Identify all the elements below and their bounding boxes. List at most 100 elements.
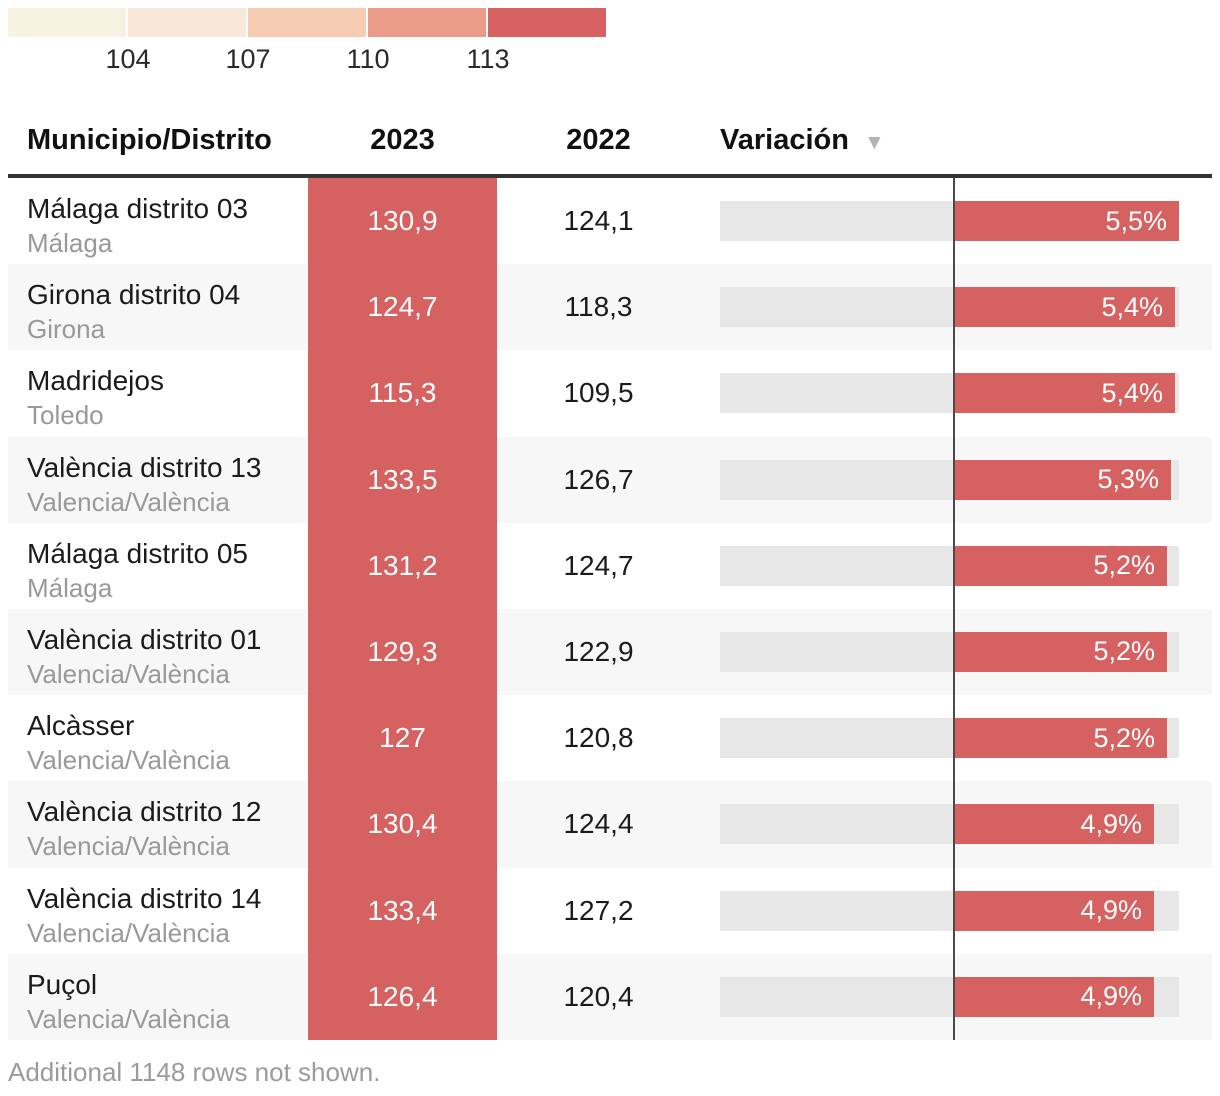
value-2023-cell: 129,3 [367,636,438,668]
value-2022-cell: 126,7 [563,463,634,495]
province-name: Valencia/València [27,745,230,776]
variation-value: 5,3% [1097,464,1159,495]
value-2023-cell: 126,4 [367,980,438,1012]
municipality-cell: València distrito 14 Valencia/València [8,868,308,954]
municipality-cell: Málaga distrito 03 Málaga [8,178,308,264]
value-2022-cell: 124,4 [563,808,634,840]
municipality-cell: València distrito 01 Valencia/València [8,609,308,695]
column-2023-red-band [308,178,497,1040]
color-scale-tick: 107 [225,44,271,74]
municipality-name: València distrito 13 [27,451,262,483]
color-scale-swatches [8,8,612,37]
color-swatch [8,8,126,37]
variation-cell: 4,9% [700,868,1212,954]
province-name: Valencia/València [27,917,230,948]
column-header-municipio[interactable]: Municipio/Distrito [27,123,272,156]
data-table: Municipio/Distrito 2023 2022 Variación ▼… [8,106,1212,1040]
variation-bar: 5,4% [955,373,1175,414]
bar-zero-baseline [953,178,955,1040]
variation-bar: 5,2% [955,718,1167,759]
municipality-cell: València distrito 13 Valencia/València [8,437,308,523]
value-2023-cell: 130,9 [367,205,438,237]
variation-bar: 5,2% [955,545,1167,586]
color-scale-tick: 110 [346,44,390,74]
table-row: Málaga distrito 05 Málaga 131,2 124,7 5,… [8,523,1212,609]
variation-cell: 5,2% [700,523,1212,609]
municipality-name: València distrito 12 [27,796,262,828]
province-name: Valencia/València [27,486,230,517]
province-name: Valencia/València [27,831,230,862]
table-row: València distrito 13 Valencia/València 1… [8,436,1212,523]
variation-cell: 4,9% [700,781,1212,867]
table-row: València distrito 12 Valencia/València 1… [8,781,1212,868]
province-name: Málaga [27,228,113,258]
variation-value: 5,5% [1105,205,1167,236]
variation-bar: 4,9% [955,976,1154,1017]
variation-value: 5,2% [1093,550,1155,581]
color-swatch [128,8,246,37]
municipality-name: Puçol [27,968,98,1000]
variation-cell: 5,4% [700,264,1212,350]
color-swatch [488,8,606,37]
municipality-name: Málaga distrito 03 [27,193,249,224]
value-2023-cell: 133,5 [367,463,438,495]
table-header-row: Municipio/Distrito 2023 2022 Variación ▼ [8,106,1212,178]
variation-value: 4,9% [1080,808,1142,839]
province-name: Girona [27,314,106,345]
variation-value: 4,9% [1080,981,1142,1012]
municipality-cell: Puçol Valencia/València [8,954,308,1040]
value-2023-cell: 127 [379,722,426,754]
value-2023-cell: 131,2 [367,549,438,581]
table-row: Puçol Valencia/València 126,4 120,4 4,9% [8,953,1212,1040]
table-body: Málaga distrito 03 Málaga 130,9 124,1 5,… [8,178,1212,1040]
value-2023-cell: 133,4 [367,894,438,926]
province-name: Valencia/València [27,1003,230,1034]
column-header-2022[interactable]: 2022 [566,123,631,156]
column-header-variacion-label: Variación [720,123,849,156]
variation-value: 5,4% [1101,377,1163,408]
variation-bar: 5,5% [955,201,1179,241]
color-scale-labels: 104 107 110 113 [8,37,612,74]
variation-bar: 5,4% [955,287,1175,328]
table-row: València distrito 14 Valencia/València 1… [8,868,1212,954]
value-2022-cell: 120,4 [563,980,634,1012]
color-swatch [368,8,486,37]
variation-cell: 5,3% [700,437,1212,523]
variation-bar: 4,9% [955,804,1154,845]
variation-value: 5,2% [1093,722,1155,753]
municipality-name: Alcàsser [27,710,135,742]
color-swatch [248,8,366,37]
municipality-cell: Girona distrito 04 Girona [8,264,308,350]
value-2022-cell: 118,3 [564,291,633,323]
province-name: Valencia/València [27,658,230,689]
variation-cell: 5,5% [700,178,1212,264]
municipality-name: València distrito 14 [27,882,262,914]
variation-cell: 5,4% [700,350,1212,436]
table-row: Alcàsser Valencia/València 127 120,8 5,2… [8,695,1212,781]
municipality-cell: Alcàsser Valencia/València [8,695,308,781]
municipality-name: València distrito 01 [27,623,262,655]
color-scale-tick: 104 [105,44,151,74]
column-header-2023[interactable]: 2023 [370,123,435,156]
value-2022-cell: 120,8 [563,722,634,754]
value-2022-cell: 127,2 [563,894,634,926]
variation-value: 4,9% [1080,895,1142,925]
column-header-variacion[interactable]: Variación ▼ [700,124,1212,157]
value-2022-cell: 122,9 [563,636,634,668]
variation-cell: 4,9% [700,954,1212,1040]
color-scale-tick: 113 [466,44,510,74]
variation-cell: 5,2% [700,609,1212,695]
table-row: Málaga distrito 03 Málaga 130,9 124,1 5,… [8,178,1212,264]
value-2022-cell: 124,7 [563,549,634,581]
municipality-cell: Málaga distrito 05 Málaga [8,523,308,609]
municipality-name: Málaga distrito 05 [27,537,249,569]
value-2023-cell: 124,7 [367,291,438,323]
municipality-cell: Madridejos Toledo [8,350,308,436]
variation-bar: 5,2% [955,631,1167,672]
variation-bar: 5,3% [955,459,1171,500]
color-scale-legend: 104 107 110 113 [8,8,612,74]
municipality-cell: València distrito 12 Valencia/València [8,781,308,867]
table-row: Girona distrito 04 Girona 124,7 118,3 5,… [8,264,1212,351]
footer-note: Additional 1148 rows not shown. [8,1057,381,1087]
